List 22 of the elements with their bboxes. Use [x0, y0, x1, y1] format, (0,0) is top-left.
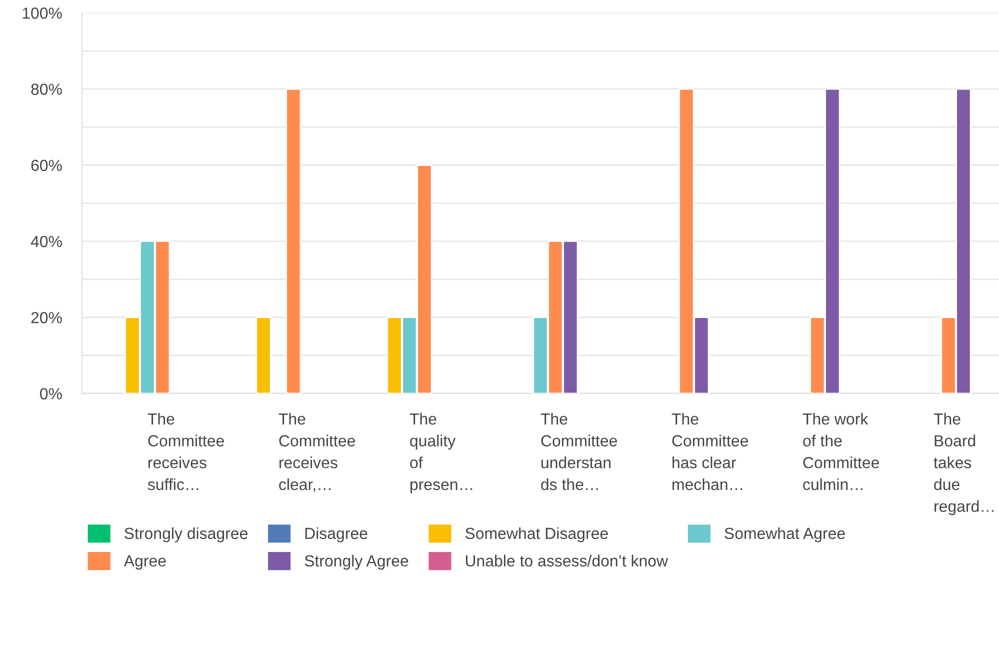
bar	[286, 88, 302, 394]
legend-label: Somewhat Agree	[724, 527, 845, 542]
x-tick-label: The Committee has clear mechan…	[672, 412, 748, 490]
y-tick-label: 40%	[30, 236, 62, 248]
y-tick-label: 0%	[40, 388, 62, 400]
x-tick-label: The Board takes due regard…	[934, 412, 994, 516]
x-tick-label: The Committee receives suffic…	[148, 412, 224, 490]
y-tick-label: 60%	[31, 160, 62, 172]
legend-label: Agree	[124, 555, 166, 570]
x-tick-label: The Committee understan ds the…	[540, 412, 617, 490]
y-tick-label: 20%	[31, 312, 62, 324]
legend-label: Unable to assess/don’t know	[466, 554, 668, 567]
legend-label: Disagree	[305, 527, 368, 542]
legend-label: Strongly disagree	[124, 527, 248, 542]
y-tick-label: 100%	[22, 8, 62, 19]
x-tick-label: The quality of presen…	[410, 412, 472, 494]
bar	[256, 316, 272, 394]
legend-label: Somewhat Disagree	[465, 527, 608, 542]
x-tick-label: The work of the Committee culmin…	[802, 412, 879, 490]
legend-label: Strongly Agree	[304, 554, 408, 570]
y-tick-label: 80%	[31, 84, 62, 95]
x-tick-label: The Committee receives clear,…	[278, 412, 355, 492]
